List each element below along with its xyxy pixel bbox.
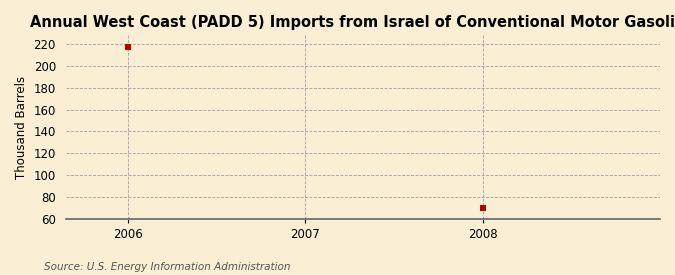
Text: Source: U.S. Energy Information Administration: Source: U.S. Energy Information Administ… <box>44 262 290 272</box>
Y-axis label: Thousand Barrels: Thousand Barrels <box>15 75 28 178</box>
Title: Annual West Coast (PADD 5) Imports from Israel of Conventional Motor Gasoline: Annual West Coast (PADD 5) Imports from … <box>30 15 675 30</box>
